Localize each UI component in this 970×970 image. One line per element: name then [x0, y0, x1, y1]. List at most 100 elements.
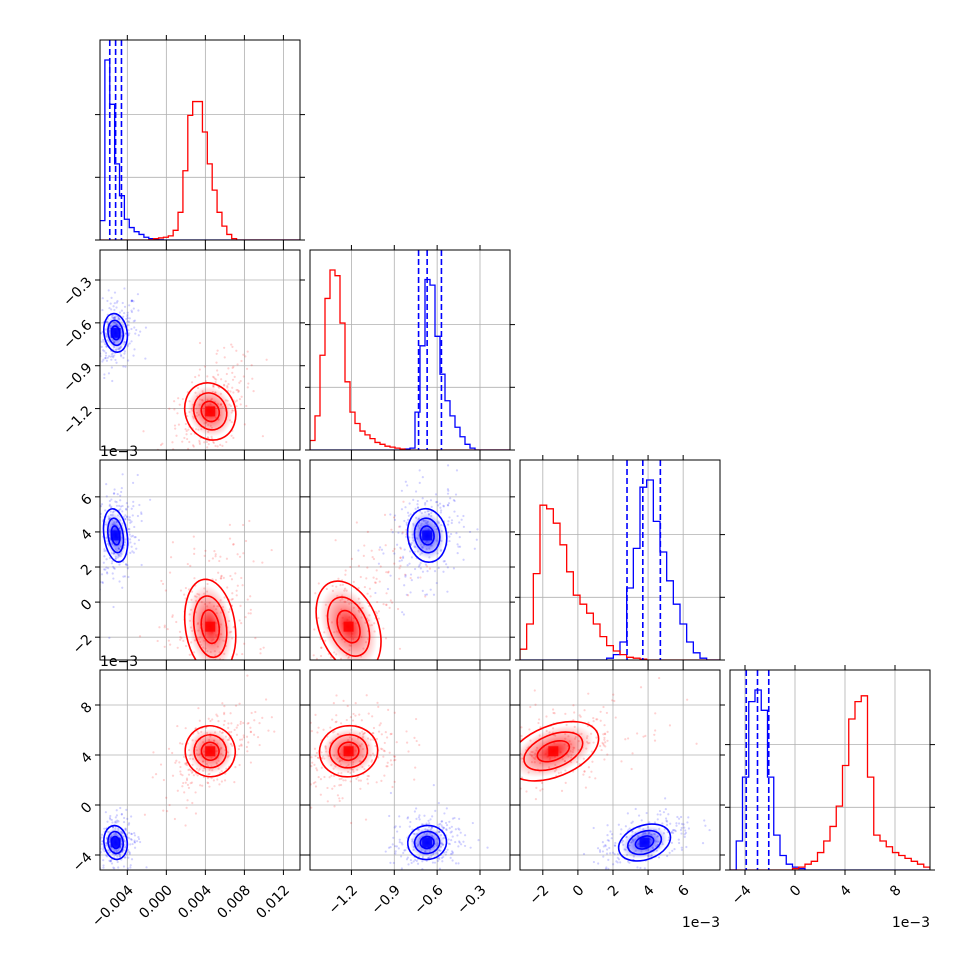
scatter-point	[359, 779, 362, 782]
scatter-point	[653, 739, 657, 742]
scatter-point	[389, 791, 393, 795]
scatter-point	[610, 837, 613, 840]
scatter-point	[680, 832, 683, 835]
scatter-point	[239, 722, 242, 725]
scatter-point	[306, 696, 308, 698]
scatter-point	[123, 305, 127, 308]
scatter-point	[393, 826, 396, 829]
scatter-point	[94, 580, 96, 582]
scatter-point	[341, 583, 344, 586]
scatter-point	[447, 489, 450, 492]
scatter-point	[375, 612, 379, 615]
scatter-point	[115, 501, 118, 504]
scatter-point	[488, 799, 490, 801]
scatter-point	[421, 476, 424, 479]
scatter-point	[128, 851, 131, 854]
scatter-point	[235, 405, 238, 408]
scatter-point	[201, 784, 204, 787]
scatter-point	[122, 575, 125, 578]
scatter-point	[223, 704, 226, 708]
scatter-point	[606, 753, 609, 756]
scatter-point	[382, 755, 385, 758]
scatter-point	[626, 812, 629, 815]
scatter-point	[385, 765, 388, 768]
scatter-point	[238, 763, 241, 767]
scatter-point	[211, 557, 214, 560]
scatter-point	[541, 788, 544, 791]
scatter-point	[624, 825, 627, 828]
scatter-point	[411, 878, 413, 880]
scatter-point	[319, 793, 322, 796]
scatter-point	[386, 587, 390, 591]
scatter-point	[159, 443, 163, 447]
scatter-point	[619, 833, 622, 836]
scatter-point	[609, 852, 612, 855]
scatter-point	[413, 567, 417, 571]
scatter-point	[129, 864, 132, 867]
scatter-point	[612, 863, 615, 866]
histogram-panel-2	[515, 455, 725, 665]
scatter-point	[477, 839, 480, 842]
scatter-point	[338, 797, 341, 800]
scatter-point	[127, 320, 131, 323]
scatter-point	[226, 586, 229, 589]
scatter-point	[440, 820, 444, 823]
scatter-point	[616, 852, 620, 856]
scatter-point	[100, 872, 102, 874]
scatter-point	[399, 564, 402, 567]
scatter-point	[387, 708, 390, 711]
scatter-point	[184, 428, 187, 431]
ticks	[515, 665, 725, 875]
scatter-point	[454, 862, 458, 865]
contour-line	[192, 595, 228, 659]
scatter-point	[511, 753, 513, 755]
scatter-point	[234, 572, 237, 575]
scatter-point	[400, 508, 404, 511]
scatter-point	[231, 592, 234, 595]
scatter-point	[669, 822, 672, 825]
contour-line	[336, 609, 361, 644]
scatter-point	[392, 836, 395, 839]
scatter-point	[487, 750, 489, 752]
scatter-point	[110, 818, 113, 822]
scatter-point	[111, 355, 114, 358]
scatter-point	[225, 557, 229, 560]
scatter-point	[301, 770, 303, 772]
scatter-point	[393, 759, 396, 762]
scatter-point	[103, 376, 106, 380]
contour-line	[106, 517, 125, 554]
scatter-point	[616, 856, 619, 859]
scatter-point	[176, 412, 179, 415]
scatter-point	[223, 779, 227, 782]
scatter-point	[708, 828, 711, 832]
scatter-point	[247, 741, 250, 744]
scatter-point	[540, 781, 544, 785]
scatter-point	[273, 730, 276, 733]
scatter-point	[399, 855, 403, 858]
scatter-point	[421, 823, 424, 826]
scatter-point	[382, 552, 385, 555]
scatter-point	[119, 508, 122, 511]
scatter-point	[226, 386, 229, 389]
scatter-point	[120, 812, 123, 816]
scatter-point	[182, 781, 185, 785]
scatter-point	[342, 662, 344, 664]
scatter-point	[78, 876, 80, 878]
scatter-point	[592, 826, 595, 830]
scatter-point	[235, 589, 238, 592]
scatter-point	[184, 644, 188, 648]
scatter-point	[181, 701, 183, 703]
scatter-point	[130, 310, 134, 314]
scatter-point	[103, 549, 106, 553]
scatter-point	[219, 577, 222, 580]
scatter-point	[382, 627, 385, 630]
scatter-point	[220, 574, 223, 577]
scatter-point	[424, 563, 428, 566]
scatter-point	[389, 599, 392, 602]
scatter-point	[179, 770, 182, 773]
scatter-point	[127, 822, 131, 825]
scatter-point	[189, 671, 191, 673]
scatter-point	[109, 818, 112, 821]
scatter-point	[409, 576, 412, 580]
